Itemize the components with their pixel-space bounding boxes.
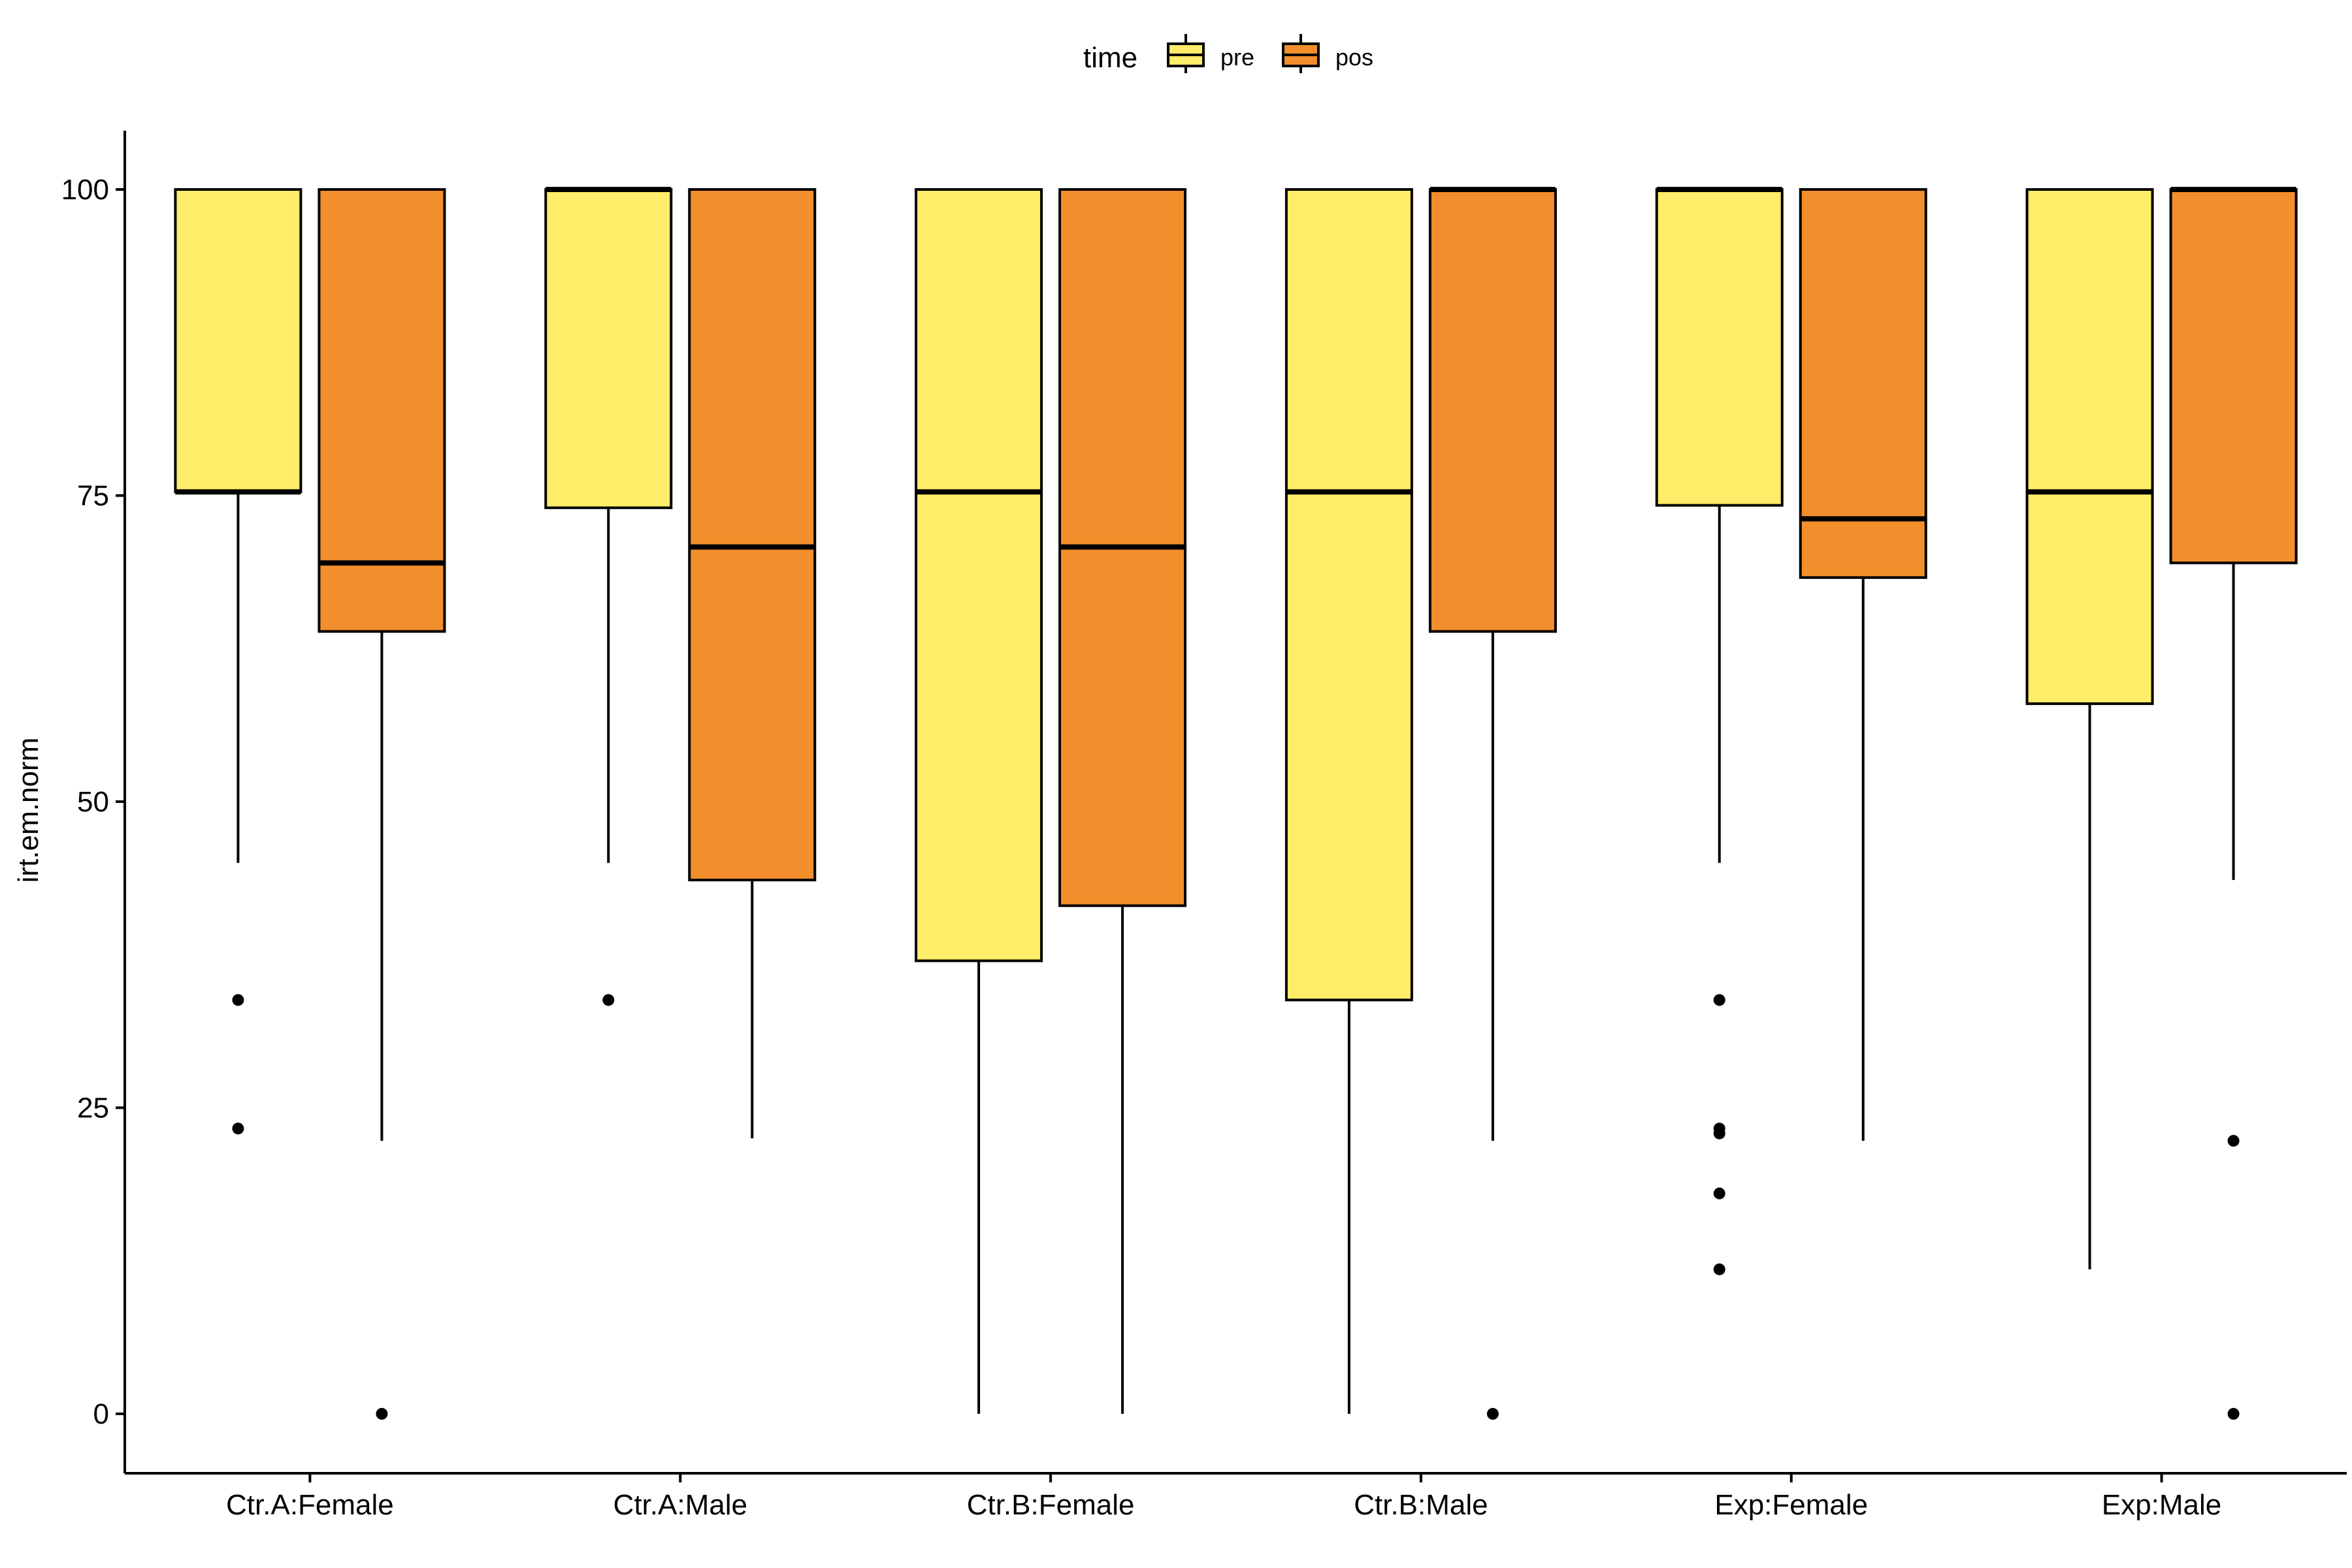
legend-entry-pos: pos <box>1282 34 1373 73</box>
outlier-point <box>376 1408 388 1420</box>
box-pre-1 <box>174 188 302 1135</box>
x-tick-label: Ctr.A:Female <box>226 1489 394 1521</box>
x-tick-label: Exp:Female <box>1714 1489 1868 1521</box>
plot-area <box>174 187 2298 1420</box>
box-pre-6 <box>2025 188 2154 1269</box>
box-rect <box>688 188 817 881</box>
box-pos-5 <box>1799 188 1927 1141</box>
legend-label: pre <box>1220 44 1254 71</box>
x-tick-label: Ctr.B:Female <box>967 1489 1135 1521</box>
legend: time pre pos <box>1083 34 1373 74</box>
outlier-point <box>232 1122 244 1135</box>
y-axis-title: irt.em.norm <box>12 738 44 883</box>
box-rect <box>1284 188 1413 1002</box>
legend-entry-pre: pre <box>1167 34 1254 73</box>
axes: 0 25 50 75 100 Ctr.A:Female Ctr.A:Male Ctr.B:Fe… <box>61 131 2347 1521</box>
outlier-point <box>2227 1135 2240 1147</box>
box-rect <box>915 188 1043 962</box>
box-pre-3 <box>915 188 1043 1414</box>
outlier-point <box>1713 1127 1725 1139</box>
legend-title: time <box>1083 42 1137 74</box>
box-rect <box>174 188 302 493</box>
legend-label: pos <box>1335 44 1373 71</box>
box-rect <box>1428 188 1557 633</box>
x-tick-label: Ctr.B:Male <box>1354 1489 1488 1521</box>
box-rect <box>544 188 673 510</box>
box-rect <box>1655 188 1784 507</box>
box-pre-2 <box>544 187 673 1006</box>
outlier-point <box>1713 994 1725 1006</box>
box-pos-1 <box>318 188 446 1420</box>
box-pre-5 <box>1655 187 1784 1275</box>
box-pos-2 <box>688 188 817 1139</box>
box-rect <box>2025 188 2154 706</box>
outlier-point <box>232 994 244 1006</box>
y-tick-label: 100 <box>61 174 109 206</box>
outlier-point <box>1713 1263 1725 1275</box>
y-tick-label: 0 <box>93 1398 109 1430</box>
x-tick-label: Exp:Male <box>2102 1489 2221 1521</box>
outlier-point <box>1713 1187 1725 1200</box>
box-pos-4 <box>1428 187 1557 1420</box>
y-tick-label: 75 <box>77 480 109 512</box>
x-tick-label: Ctr.A:Male <box>613 1489 747 1521</box>
y-tick-label: 25 <box>77 1092 109 1124</box>
box-rect <box>2169 188 2298 564</box>
outlier-point <box>2227 1408 2240 1420</box>
box-pos-6 <box>2169 187 2298 1420</box>
outlier-point <box>1486 1408 1499 1420</box>
box-rect <box>318 188 446 633</box>
box-rect <box>1799 188 1927 580</box>
outlier-point <box>602 994 615 1006</box>
box-pre-4 <box>1284 188 1413 1414</box>
y-tick-label: 50 <box>77 786 109 818</box>
box-pos-3 <box>1058 188 1187 1414</box>
